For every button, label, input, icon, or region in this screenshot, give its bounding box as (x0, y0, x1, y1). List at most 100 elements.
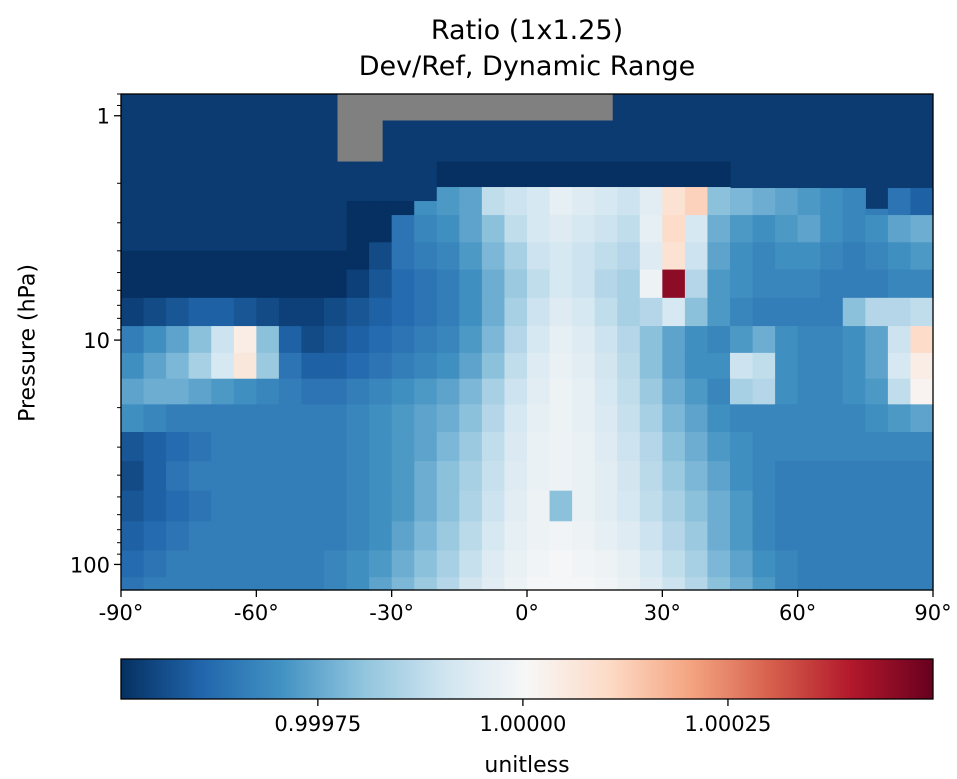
heatmap-cell (549, 326, 573, 354)
heatmap-cell (662, 550, 686, 578)
heatmap-cell (369, 269, 393, 299)
heatmap-cell (730, 490, 754, 522)
missing-regions (337, 94, 613, 162)
heatmap-cell (143, 297, 167, 327)
heatmap-cell (594, 432, 618, 462)
heatmap-cell (188, 577, 212, 591)
heatmap-cell (910, 550, 934, 578)
heatmap-cell (369, 352, 393, 380)
heatmap-cell (887, 432, 912, 462)
heatmap-cell (504, 161, 528, 188)
colorbar-tick-label: 0.99975 (274, 712, 361, 736)
heatmap-cell (504, 577, 528, 591)
heatmap-cell (730, 326, 754, 354)
heatmap-cell (211, 432, 235, 462)
heatmap-cell (459, 242, 483, 271)
heatmap-cell (887, 297, 912, 327)
heatmap-cell (775, 242, 799, 271)
heatmap-cell (842, 215, 866, 243)
heatmap-cell (414, 378, 438, 405)
heatmap-cell (369, 215, 393, 243)
heatmap-cell (527, 326, 551, 354)
heatmap-cell (752, 242, 776, 271)
heatmap-cell (775, 577, 799, 591)
heatmap-cell (211, 250, 235, 271)
heatmap-cell (752, 461, 776, 492)
heatmap-cell (572, 187, 596, 216)
heatmap-cell (211, 404, 235, 433)
heatmap-cell (121, 269, 145, 299)
heatmap-cell (887, 521, 912, 552)
heatmap-cell (797, 521, 821, 552)
heatmap-cell (865, 577, 889, 591)
heatmap-cell (865, 242, 889, 271)
heatmap-cell (820, 490, 844, 522)
heatmap-cell (594, 269, 618, 299)
heatmap-cell (346, 352, 370, 380)
heatmap-cell (143, 326, 167, 354)
heatmap-cell (369, 201, 393, 216)
heatmap-cell (346, 432, 370, 462)
heatmap-cell (436, 490, 460, 522)
heatmap-cell (730, 378, 754, 405)
heatmap-cell (504, 242, 528, 271)
heatmap-cell (730, 461, 754, 492)
heatmap-cell (121, 461, 145, 492)
heatmap-cell (797, 550, 821, 578)
heatmap-cell (504, 297, 528, 327)
heatmap-cell (594, 187, 618, 216)
heatmap-cell (887, 269, 912, 299)
heatmap-cell (414, 215, 438, 243)
heatmap-cell (278, 250, 303, 271)
heatmap-cell (865, 208, 889, 216)
heatmap-cell (684, 577, 709, 591)
heatmap-cell (233, 297, 257, 327)
heatmap-cell (346, 215, 370, 243)
heatmap-cell (572, 550, 596, 578)
heatmap-cell (842, 404, 866, 433)
heatmap-cell (459, 161, 483, 188)
heatmap-cell (797, 432, 821, 462)
heatmap-cell (865, 490, 889, 522)
heatmap-cell (662, 269, 686, 299)
heatmap-cell (369, 297, 393, 327)
heatmap-cell (865, 461, 889, 492)
heatmap-cell (324, 432, 348, 462)
heatmap-cell (684, 215, 709, 243)
heatmap-cell (617, 550, 641, 578)
heatmap-cell (301, 461, 325, 492)
heatmap-cell (166, 404, 190, 433)
heatmap-cell (256, 404, 280, 433)
heatmap-cell (617, 461, 641, 492)
heatmap-cell (369, 432, 393, 462)
heatmap-cell (572, 242, 596, 271)
heatmap-cell (369, 378, 393, 405)
heatmap-cell (617, 521, 641, 552)
heatmap-cell (662, 215, 686, 243)
heatmap-cell (391, 461, 415, 492)
heatmap-cell (301, 297, 325, 327)
heatmap-cell (662, 404, 686, 433)
heatmap-cell (752, 490, 776, 522)
heatmap-cell (730, 550, 754, 578)
heatmap-cell (775, 550, 799, 578)
heatmap-cell (887, 242, 912, 271)
heatmap-cell (707, 378, 731, 405)
heatmap-cell (346, 242, 370, 271)
heatmap-cell (707, 215, 731, 243)
heatmap-cell (301, 521, 325, 552)
heatmap-cell (256, 432, 280, 462)
heatmap-cell (233, 577, 257, 591)
heatmap-cell (639, 521, 663, 552)
heatmap-cell (481, 378, 506, 405)
heatmap-cell (527, 187, 551, 216)
heatmap-cell (707, 521, 731, 552)
heatmap-cell (391, 577, 415, 591)
heatmap-cell (820, 550, 844, 578)
heatmap-cell (549, 404, 573, 433)
heatmap-cell (391, 326, 415, 354)
heatmap-cell (436, 461, 460, 492)
heatmap-cell (436, 432, 460, 462)
heatmap-cell (504, 550, 528, 578)
